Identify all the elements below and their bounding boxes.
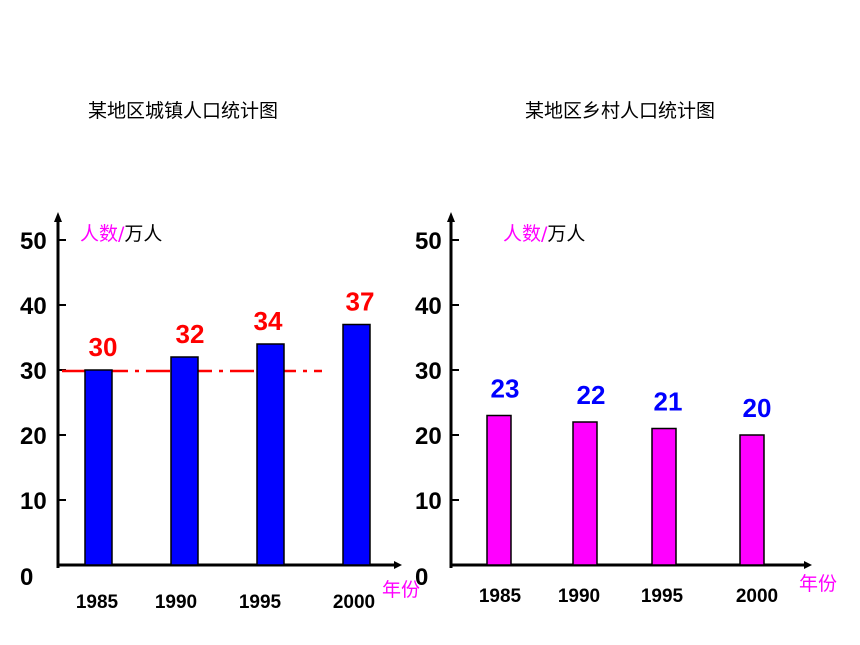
- rural-y-tick-label: 0: [415, 564, 428, 591]
- rural-y-tick-label: 30: [415, 358, 442, 385]
- rural-category-label: 1985: [479, 586, 522, 607]
- city-y-tick-label: 20: [20, 423, 47, 450]
- city-y-tick-label: 0: [20, 564, 33, 591]
- city-data-label: 32: [176, 319, 205, 349]
- rural-category-label: 2000: [736, 586, 778, 607]
- rural-category-label: 1990: [558, 586, 600, 607]
- city-category-label: 2000: [333, 592, 375, 613]
- city-bar: [256, 343, 285, 566]
- city-y-axis-label-unit: 万人: [124, 223, 162, 245]
- city-bar: [170, 356, 199, 566]
- city-y-tick-label: 40: [20, 293, 47, 320]
- rural-y-axis-label: 人数/万人: [503, 223, 585, 245]
- city-bar: [342, 323, 371, 566]
- rural-y-tick-label: 20: [415, 423, 442, 450]
- city-x-axis-label: 年份: [382, 579, 420, 601]
- city-category-label: 1995: [239, 592, 282, 613]
- city-y-axis-label-quantity: 人数/: [80, 223, 125, 245]
- rural-y-tick-label: 40: [415, 293, 442, 320]
- rural-data-label: 20: [743, 393, 772, 423]
- city-category-label: 1990: [155, 592, 197, 613]
- rural-bar: [486, 414, 512, 566]
- rural-y-axis-label-unit: 万人: [547, 223, 585, 245]
- rural-y-tick-label: 10: [415, 488, 442, 515]
- rural-bar: [739, 434, 765, 566]
- city-x-axis-arrow: [394, 561, 402, 569]
- rural-y-tick-label: 50: [415, 228, 442, 255]
- city-category-label: 1985: [76, 592, 119, 613]
- rural-x-axis-label: 年份: [799, 573, 837, 595]
- rural-y-axis-arrow: [447, 212, 455, 222]
- left-chart-title: 某地区城镇人口统计图: [88, 100, 279, 122]
- city-bar: [84, 369, 113, 566]
- rural-bar: [651, 427, 677, 566]
- city-y-axis-arrow: [54, 212, 62, 222]
- city-y-tick-label: 10: [20, 488, 47, 515]
- rural-x-axis-arrow: [804, 561, 812, 569]
- rural-data-label: 21: [654, 387, 683, 417]
- city-data-label: 37: [346, 287, 375, 317]
- city-data-label: 30: [89, 332, 118, 362]
- rural-category-label: 1995: [641, 586, 684, 607]
- city-y-axis-label: 人数/万人: [80, 223, 162, 245]
- rural-data-label: 22: [577, 380, 606, 410]
- city-data-label: 34: [254, 306, 283, 336]
- city-y-tick-label: 30: [20, 358, 47, 385]
- city-y-tick-label: 50: [20, 228, 47, 255]
- rural-data-label: 23: [491, 374, 520, 404]
- rural-y-axis-label-quantity: 人数/: [503, 223, 548, 245]
- rural-bar: [572, 421, 598, 566]
- right-chart-title: 某地区乡村人口统计图: [525, 100, 716, 122]
